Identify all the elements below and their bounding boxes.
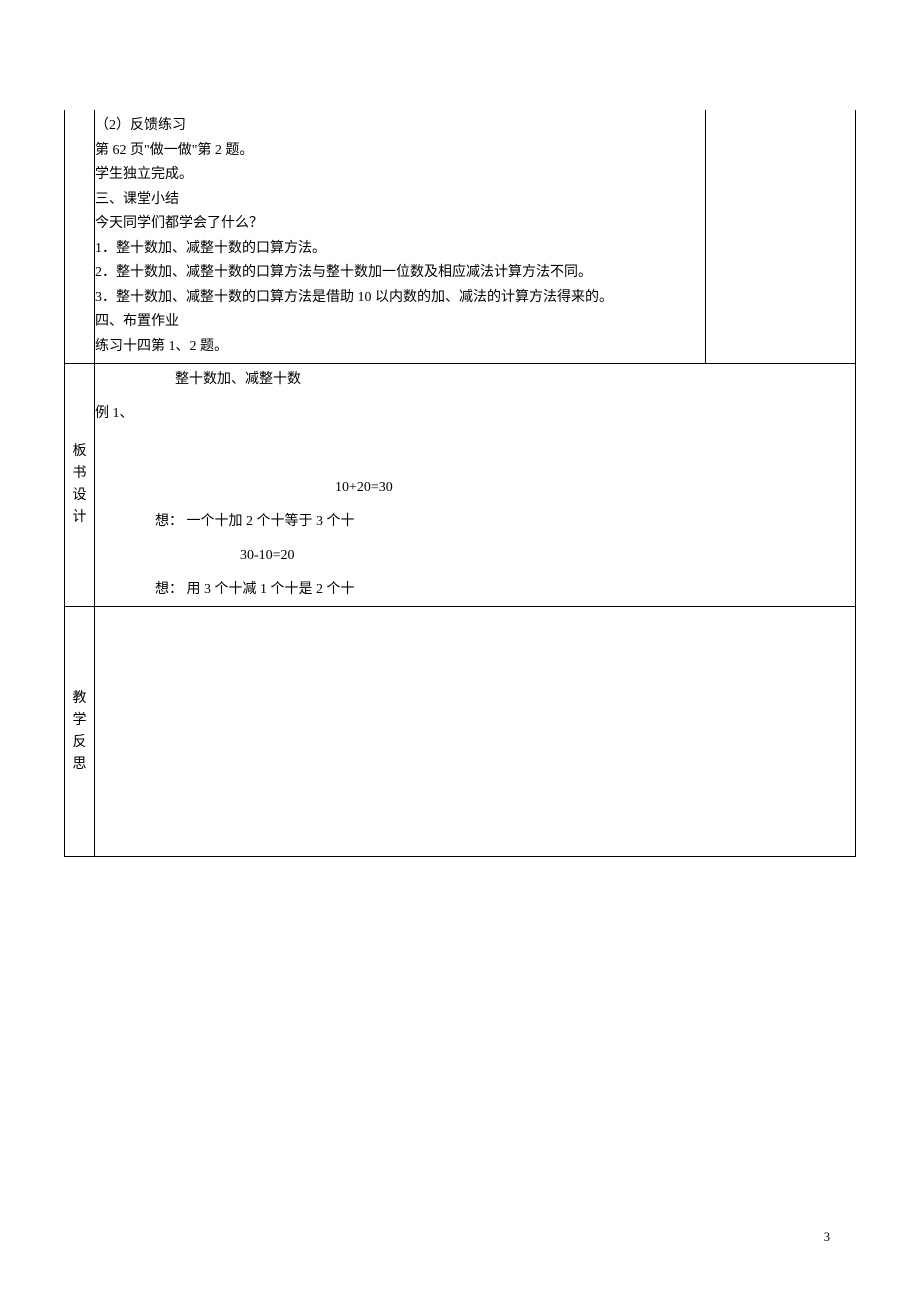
board-thinking-line: 想： 一个十加 2 个十等于 3 个十 xyxy=(155,510,855,534)
board-thinking-line: 想： 用 3 个十减 1 个十是 2 个十 xyxy=(155,578,855,602)
board-design-label-cell: 板 书 设 计 xyxy=(65,364,95,607)
board-title: 整十数加、减整十数 xyxy=(175,368,855,392)
document-page: （2）反馈练习 第 62 页"做一做"第 2 题。 学生独立完成。 三、课堂小结… xyxy=(0,0,920,857)
board-equation: 30-10=20 xyxy=(240,544,855,568)
content-row: （2）反馈练习 第 62 页"做一做"第 2 题。 学生独立完成。 三、课堂小结… xyxy=(65,110,856,364)
label-char: 反 xyxy=(65,732,94,754)
row1-right-cell xyxy=(706,110,856,364)
row1-left-cell xyxy=(65,110,95,364)
content-line: （2）反馈练习 xyxy=(95,114,705,139)
label-char: 设 xyxy=(65,485,94,507)
content-line: 今天同学们都学会了什么？ xyxy=(95,212,705,237)
main-content-cell: （2）反馈练习 第 62 页"做一做"第 2 题。 学生独立完成。 三、课堂小结… xyxy=(95,110,706,364)
board-equation: 10+20=30 xyxy=(335,476,855,500)
label-char: 板 xyxy=(65,441,94,463)
content-line: 学生独立完成。 xyxy=(95,163,705,188)
reflection-label-cell: 教 学 反 思 xyxy=(65,607,95,857)
reflection-content-cell xyxy=(95,607,856,857)
page-number: 3 xyxy=(824,1230,830,1245)
content-line: 四、布置作业 xyxy=(95,310,705,335)
label-char: 思 xyxy=(65,754,94,776)
content-line: 3．整十数加、减整十数的口算方法是借助 10 以内数的加、减法的计算方法得来的。 xyxy=(95,286,705,311)
label-char: 学 xyxy=(65,710,94,732)
content-line: 2．整十数加、减整十数的口算方法与整十数加一位数及相应减法计算方法不同。 xyxy=(95,261,705,286)
board-design-row: 板 书 设 计 整十数加、减整十数 例 1、 10+20=30 想： 一个十加 … xyxy=(65,364,856,607)
board-design-content-cell: 整十数加、减整十数 例 1、 10+20=30 想： 一个十加 2 个十等于 3… xyxy=(95,364,856,607)
content-line: 第 62 页"做一做"第 2 题。 xyxy=(95,139,705,164)
board-example-label: 例 1、 xyxy=(95,402,855,426)
label-char: 教 xyxy=(65,688,94,710)
label-char: 计 xyxy=(65,507,94,529)
content-line: 练习十四第 1、2 题。 xyxy=(95,335,705,360)
reflection-row: 教 学 反 思 xyxy=(65,607,856,857)
content-line: 三、课堂小结 xyxy=(95,188,705,213)
label-char: 书 xyxy=(65,463,94,485)
lesson-plan-table: （2）反馈练习 第 62 页"做一做"第 2 题。 学生独立完成。 三、课堂小结… xyxy=(64,110,856,857)
content-line: 1．整十数加、减整十数的口算方法。 xyxy=(95,237,705,262)
